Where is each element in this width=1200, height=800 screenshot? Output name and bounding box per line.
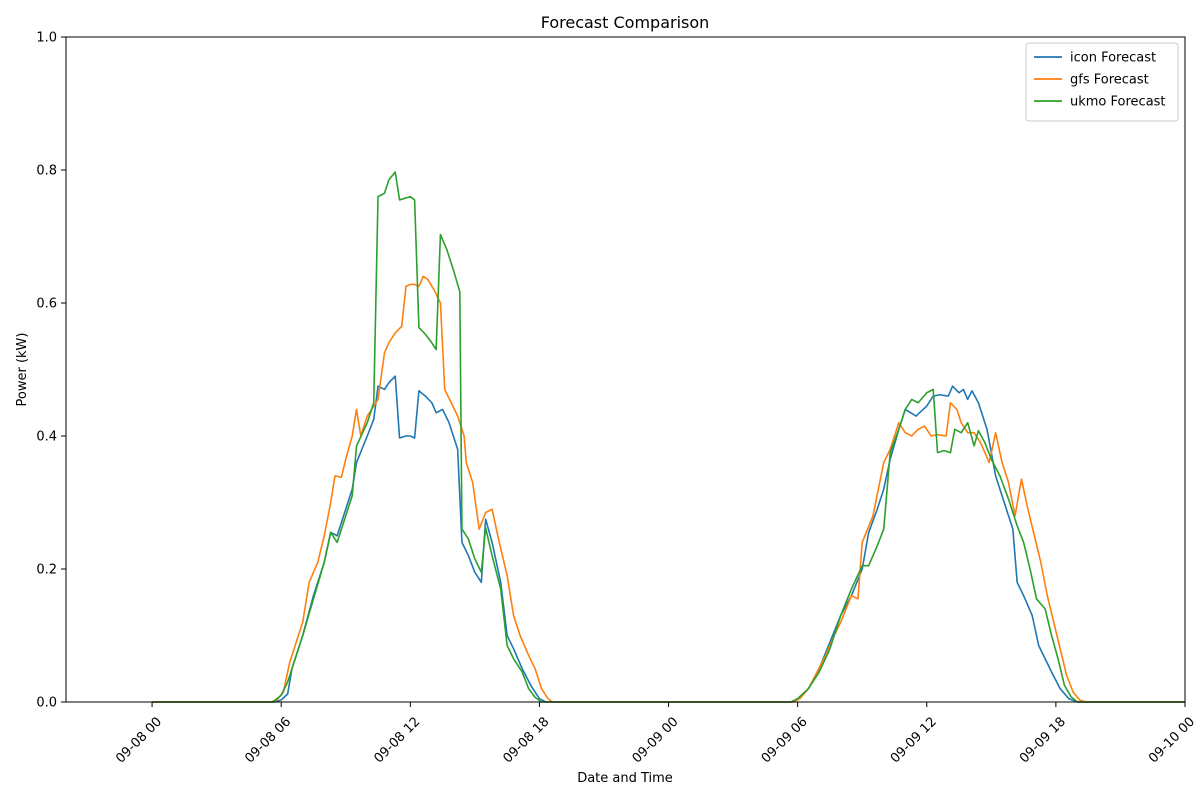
legend-label: ukmo Forecast [1070,95,1166,110]
x-tick-label: 09-08 18 [501,714,553,766]
plot-frame [65,36,1186,703]
y-tick-label: 0.0 [36,696,57,711]
legend: icon Forecast gfs Forecast ukmo Forecast [1025,42,1179,122]
x-tick-label: 09-10 00 [1146,714,1198,766]
series-line-1 [152,275,1185,703]
x-axis-label: Date and Time [577,771,673,786]
y-tick-label: 0.4 [36,430,57,445]
x-tick-label: 09-08 06 [242,714,294,766]
x-tick-label: 09-09 06 [759,714,811,766]
legend-box [1025,42,1179,122]
chart-title: Forecast Comparison [541,13,710,32]
x-tick-label: 09-09 00 [630,714,682,766]
legend-label: gfs Forecast [1070,73,1149,88]
x-axis: 09-08 00 09-08 06 09-08 12 09-08 18 09-09 00… [113,702,1198,766]
y-tick-label: 1.0 [36,31,57,46]
legend-label: icon Forecast [1070,51,1156,66]
y-tick-label: 0.8 [36,164,57,179]
x-tick-label: 09-08 00 [113,714,165,766]
x-tick-label: 09-08 12 [371,714,423,766]
y-axis-label: Power (kW) [15,333,30,407]
series-line-0 [152,375,1185,703]
plot-area [152,171,1185,703]
x-tick-label: 09-09 18 [1017,714,1069,766]
x-tick-label: 09-09 12 [888,714,940,766]
y-axis: 0.0 0.2 0.4 0.6 0.8 1.0 [36,31,66,711]
series-line-2 [152,171,1185,703]
y-tick-label: 0.2 [36,563,57,578]
y-tick-label: 0.6 [36,297,57,312]
